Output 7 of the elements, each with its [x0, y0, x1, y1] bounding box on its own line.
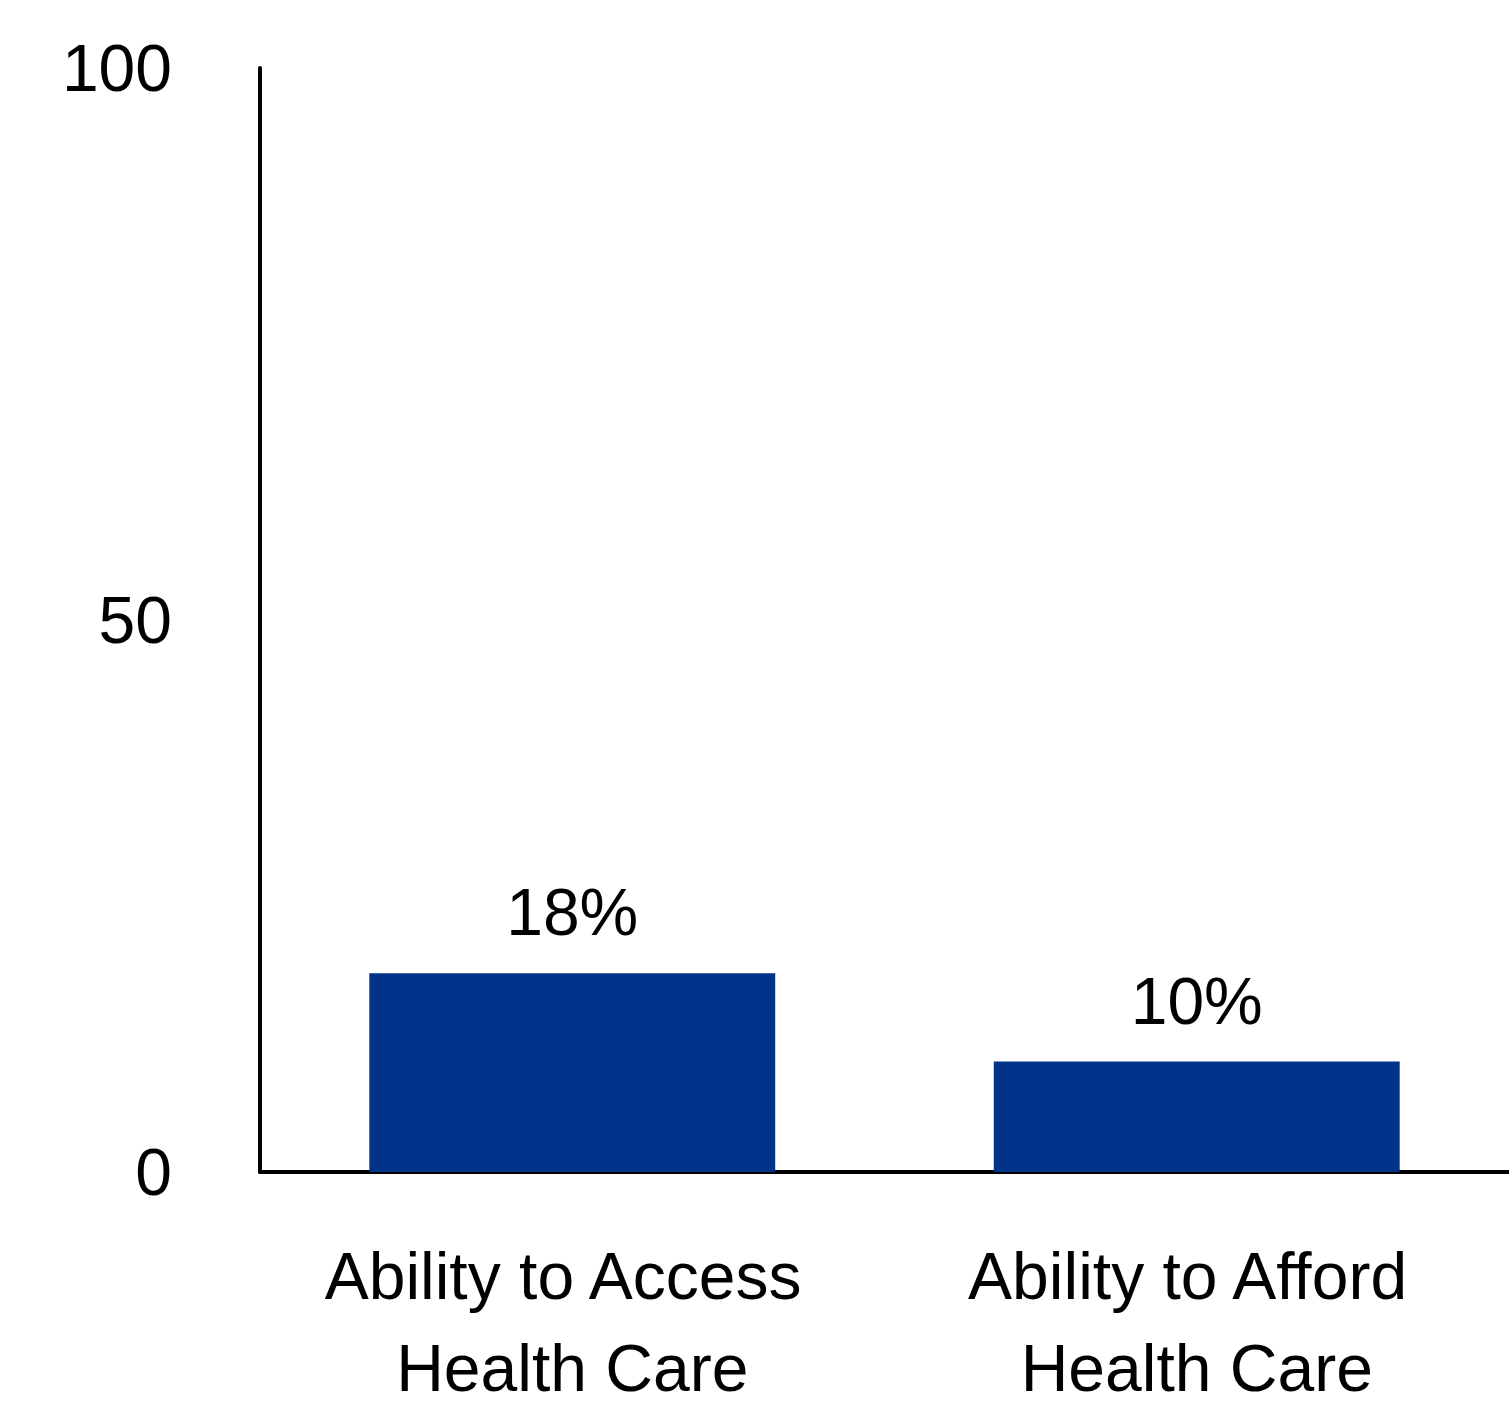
- y-tick-label: 100: [61, 31, 172, 105]
- data-label: 18%: [506, 875, 639, 950]
- y-tick-label: 50: [98, 583, 172, 657]
- x-tick-label: Ability to Access Health Care: [324, 1239, 820, 1405]
- data-label: 10%: [1130, 963, 1263, 1038]
- x-tick-label: Ability to Afford Health Care: [968, 1239, 1426, 1405]
- y-tick-label: 0: [135, 1135, 172, 1209]
